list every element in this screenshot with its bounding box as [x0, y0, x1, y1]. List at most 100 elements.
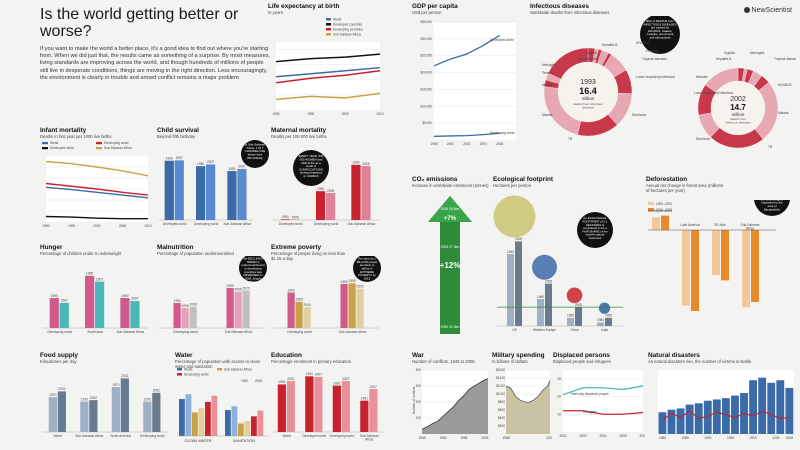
category-label: North America — [111, 434, 131, 438]
category-label: Sub-Saharan — [360, 434, 379, 438]
malnutrition-subtitle: Percentage of population undernourished — [157, 251, 234, 256]
disaster-bar-2 — [667, 409, 676, 434]
unit-2002: million — [732, 112, 745, 117]
bar-3-1 — [332, 385, 341, 432]
category-label: Sub-Saharan — [741, 223, 760, 227]
refugees-label: Refugees — [583, 410, 597, 414]
x-tick-label: 2010 — [144, 224, 151, 228]
bar-2-2 — [234, 291, 242, 328]
military-line — [505, 380, 551, 403]
infectious-note-text: and tuberculosis — [649, 36, 671, 40]
intro-text: If you want to make the world a better p… — [40, 46, 271, 81]
x-tick-label: 2002 — [579, 434, 586, 438]
legend-swatch — [648, 202, 654, 205]
y-tick-label: $15,000 — [420, 87, 432, 91]
malnutrition-callout-text: REVERSED in — [244, 273, 263, 277]
food-subtitle: Kilocalories per day — [40, 359, 77, 364]
maternal-callout-text: COMPLICATIONS — [299, 167, 323, 171]
legend-label: Developing countries — [333, 28, 363, 32]
category-label: Sub-Saharan Africa — [339, 330, 367, 334]
label-2002-7: HIV/AIDS — [778, 83, 792, 87]
desc-2002: deaths from — [730, 117, 746, 121]
ring-1993-center — [559, 63, 617, 121]
malnutrition-callout-text: undernourishment — [241, 263, 264, 267]
co2-top-label: 2006 29.6bn — [441, 207, 460, 211]
category-label: Sub-Saharan Africa — [225, 330, 253, 334]
bar-1-2 — [185, 394, 192, 436]
bar-year-label: 2005 — [545, 280, 552, 284]
bar-3-2 — [341, 380, 350, 432]
x-tick-label: 2000 — [342, 112, 349, 116]
hunger-panel: Hunger Percentage of children under 5 un… — [40, 244, 150, 256]
bar-year-label: 2005 — [292, 215, 299, 219]
bar-year-label: 2007 — [207, 160, 214, 164]
disasters-panel: Natural disasters As natural disasters r… — [648, 352, 798, 364]
category-label: Developing world — [194, 222, 219, 226]
x-tick-label: 2006 — [619, 434, 626, 438]
legend-label: Developing world — [184, 373, 209, 377]
bar-2-1 — [85, 275, 95, 328]
displaced-subtitle: Displaced people and refugees — [553, 359, 611, 364]
bar-4-1 — [742, 230, 750, 308]
y-tick-label: $25,000 — [420, 54, 432, 58]
brand-name: NewScientist — [751, 7, 792, 14]
bar-year-label: 1990 — [86, 272, 93, 276]
y-tick-label: $200 — [498, 424, 505, 428]
label-2002-4: Tropical diseases — [774, 57, 796, 61]
desc-1993: diseases — [582, 105, 594, 109]
military-chart: $200 $400 $600 $800 $1000 $1200 $1400 $1600 1988… — [496, 368, 552, 440]
bar-year-label: 2002 — [121, 374, 128, 378]
bar-2-2 — [89, 400, 98, 432]
co2-subtitle: Increase in worldwide emissions (tonnes) — [412, 183, 489, 188]
bar-2-1 — [196, 166, 206, 220]
poverty-callout-text: EXTREME — [360, 270, 374, 274]
bar-2-2 — [545, 283, 552, 326]
bar-1-2 — [295, 301, 303, 328]
x-tick-label: 1990 — [704, 436, 711, 440]
water-year-label: 1990 — [241, 379, 248, 383]
deforestation-callout-text: per year (roughly — [761, 200, 783, 201]
y-tick-label: $1000 — [496, 392, 505, 396]
bar-2-2 — [314, 376, 323, 432]
x-tick-label: 1985 — [682, 436, 689, 440]
category-label: World — [54, 434, 62, 438]
bar-2-1 — [316, 191, 326, 220]
bar-2-2 — [206, 164, 216, 220]
maternal-callout-text: 000 WOMEN and — [300, 158, 323, 162]
x-tick-label: 2000 — [447, 142, 454, 146]
bar-year-label: 2005 — [362, 162, 369, 166]
malnutrition-callout-bubble — [239, 256, 267, 282]
bar-1-1 — [652, 217, 660, 230]
poverty-callout-text: are likely to — [360, 263, 375, 267]
bar-year-label: 1991 — [306, 372, 313, 376]
x-tick-label: 2008 — [639, 434, 645, 438]
bar-year-label: 1970 — [49, 393, 56, 397]
label-2002-5: Measles — [696, 75, 708, 79]
co2-pct-a: +7% — [444, 216, 457, 222]
co2-mid-label: 2005 27.3bn — [441, 245, 460, 249]
legend-label: Sub-Saharan Africa — [333, 33, 361, 37]
bar-year-label: 2007 — [61, 299, 68, 303]
legend-swatch — [326, 28, 331, 31]
x-tick-label: 1990 — [307, 112, 314, 116]
poverty-subtitle: Percentage of people living on less than… — [271, 251, 346, 261]
bar-4-2 — [605, 317, 612, 326]
label-2002-9: TB — [768, 145, 772, 149]
y-tick-label: 20 — [557, 395, 561, 399]
x-tick-label: 1985 — [460, 436, 467, 440]
bar-year-label: 1960 — [537, 295, 544, 299]
bar-2-2 — [348, 283, 356, 328]
bar-year-label: 2007 — [131, 297, 138, 301]
legend-swatch — [96, 147, 102, 150]
bar-year-label: 2005 — [575, 303, 582, 307]
bar-year-label: 1990 — [288, 288, 295, 292]
y-tick-label: $30,000 — [420, 37, 432, 41]
x-tick-label: 1995 — [68, 224, 75, 228]
legend-swatch — [96, 142, 102, 145]
label-1993-10: Lower respiratory infections — [636, 75, 675, 79]
bar-1-5 — [205, 401, 211, 436]
